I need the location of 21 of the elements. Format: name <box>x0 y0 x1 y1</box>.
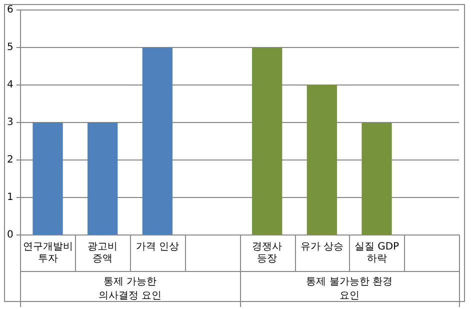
y-tick-label: 3 <box>6 117 14 128</box>
y-tick-label: 5 <box>6 42 14 54</box>
y-tick-label: 1 <box>6 192 14 204</box>
x-tick-label: 연구개발비 투자 <box>22 242 73 265</box>
y-tick-label: 0 <box>6 230 14 241</box>
y-tick-label: 2 <box>6 154 14 166</box>
y-tick-label: 4 <box>6 80 14 91</box>
bar <box>252 48 282 234</box>
bar <box>88 122 118 234</box>
y-tick-label: 6 <box>6 4 14 16</box>
text: 통제 불가능한 환경 요인 <box>306 276 393 302</box>
bar <box>32 122 63 234</box>
x-tick-label: 경쟁사 등장 <box>252 242 282 265</box>
bar <box>142 48 173 234</box>
bar <box>306 85 338 234</box>
x-tick-label: 가격 인상 <box>136 242 180 253</box>
text: 통제 가능한 의사결정 요인 <box>98 276 162 302</box>
x-tick-label: 실질 GDP 하락 <box>354 242 400 265</box>
bar <box>362 122 392 234</box>
x-tick-label: 유가 상승 <box>300 242 344 253</box>
x-tick-label: 광고비 증액 <box>88 242 118 265</box>
